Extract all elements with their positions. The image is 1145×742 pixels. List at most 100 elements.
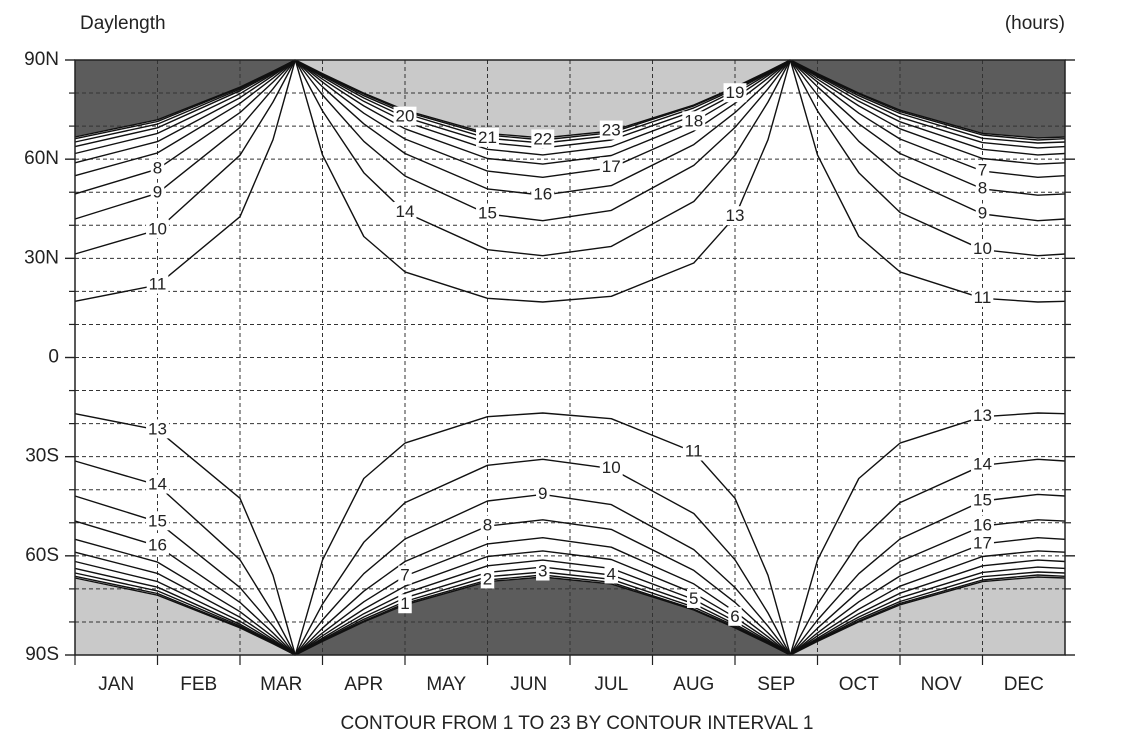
contour-label: 11	[149, 275, 167, 294]
contour-label: 23	[602, 121, 621, 140]
contour-label-bg	[531, 129, 555, 149]
polar-shading	[75, 60, 296, 137]
contour-label-bg	[480, 515, 495, 535]
contour-line	[74, 59, 1066, 656]
contour-line	[74, 59, 1066, 656]
contour-label-bg	[975, 160, 990, 180]
y-tick-label: 90S	[25, 644, 59, 665]
x-tick-label: MAY	[426, 674, 466, 695]
contour-label-bg	[599, 458, 623, 478]
contour-label-bg	[723, 206, 747, 226]
contour-label-bg	[146, 474, 169, 494]
contour-line	[74, 59, 1066, 656]
contour-label: 3	[538, 562, 547, 581]
contour-label: 2	[483, 569, 492, 588]
contour-label: 14	[973, 455, 992, 474]
contour-label: 10	[973, 239, 992, 258]
contour-label-bg	[687, 588, 701, 608]
contour-line	[74, 59, 1066, 656]
polar-shading	[295, 60, 791, 138]
contour-label-bg	[476, 203, 499, 223]
contour-label-bg	[971, 533, 994, 553]
y-tick-label: 60N	[24, 148, 59, 169]
contour-label: 8	[978, 178, 987, 197]
contour-label-bg	[971, 490, 994, 510]
contour-label: 4	[607, 564, 616, 583]
x-tick-label: JUN	[510, 674, 547, 695]
contour-label: 20	[396, 107, 415, 126]
contour-label: 11	[685, 442, 703, 461]
contour-label-bg	[975, 178, 990, 198]
contour-label: 9	[153, 183, 162, 202]
contour-label-bg	[398, 594, 412, 614]
contour-label-bg	[971, 287, 994, 307]
x-tick-label: FEB	[180, 674, 217, 695]
contour-label-bg	[975, 203, 990, 223]
contour-label: 8	[483, 516, 492, 535]
y-tick-label: 90N	[24, 49, 59, 70]
contour-label: 21	[478, 128, 497, 147]
contour-label: 6	[730, 607, 739, 626]
contour-label: 13	[148, 419, 167, 438]
contour-label-bg	[146, 274, 169, 294]
contour-line	[74, 59, 1066, 656]
polar-shading	[295, 577, 791, 655]
contour-label-bg	[150, 182, 165, 202]
contour-label: 17	[602, 157, 621, 176]
contour-label: 15	[478, 204, 497, 223]
x-tick-label: JUL	[594, 674, 628, 695]
contour-label: 15	[148, 511, 167, 530]
footer-note: CONTOUR FROM 1 TO 23 BY CONTOUR INTERVAL…	[341, 713, 814, 734]
contour-label-bg	[682, 111, 706, 131]
contour-label: 7	[400, 565, 409, 584]
contour-label-bg	[536, 483, 550, 503]
y-tick-label: 30N	[24, 247, 59, 268]
contour-label-bg	[146, 511, 169, 531]
contour-label-bg	[146, 219, 169, 239]
contour-label: 16	[973, 516, 992, 535]
contour-label: 10	[148, 219, 167, 238]
contour-label: 19	[726, 83, 745, 102]
x-tick-label: MAR	[260, 674, 302, 695]
x-tick-label: NOV	[921, 674, 963, 695]
contour-label-bg	[971, 239, 994, 259]
plot-frame	[74, 59, 1066, 656]
contour-label-bg	[728, 606, 742, 626]
contour-label-bg	[682, 441, 705, 461]
contour-label-bg	[476, 127, 499, 147]
contour-label: 1	[400, 594, 409, 613]
x-tick-label: AUG	[673, 674, 714, 695]
contour-label: 14	[148, 475, 167, 494]
contour-line	[74, 59, 1066, 656]
contour-label: 17	[973, 533, 992, 552]
contour-label-bg	[971, 454, 994, 474]
contour-label-bg	[393, 106, 417, 126]
contour-label: 14	[396, 202, 415, 221]
x-tick-label: DEC	[1004, 674, 1044, 695]
contour-label-bg	[146, 419, 169, 439]
contour-label: 7	[978, 161, 987, 180]
x-tick-label: JAN	[98, 674, 134, 695]
contour-label: 22	[533, 129, 552, 148]
contour-label-bg	[150, 158, 165, 178]
contour-label-bg	[723, 83, 747, 103]
contour-label-bg	[599, 120, 623, 140]
polar-shading	[790, 60, 1065, 138]
contour-label-bg	[971, 515, 994, 535]
contour-label-bg	[531, 184, 555, 204]
contour-label: 18	[684, 111, 703, 130]
polar-shading	[790, 577, 1065, 655]
contour-label-bg	[599, 157, 623, 177]
contour-label: 8	[153, 159, 162, 178]
contour-label-bg	[604, 564, 618, 584]
contour-label: 11	[974, 288, 992, 307]
contour-label: 13	[726, 206, 745, 225]
contour-label: 16	[533, 185, 552, 204]
contour-line	[74, 59, 1066, 656]
x-tick-label: APR	[344, 674, 383, 695]
contour-label: 9	[978, 204, 987, 223]
label-layer: 12 3 4567788899910101011111113131314141415…	[146, 83, 994, 626]
contour-line	[74, 59, 1066, 656]
